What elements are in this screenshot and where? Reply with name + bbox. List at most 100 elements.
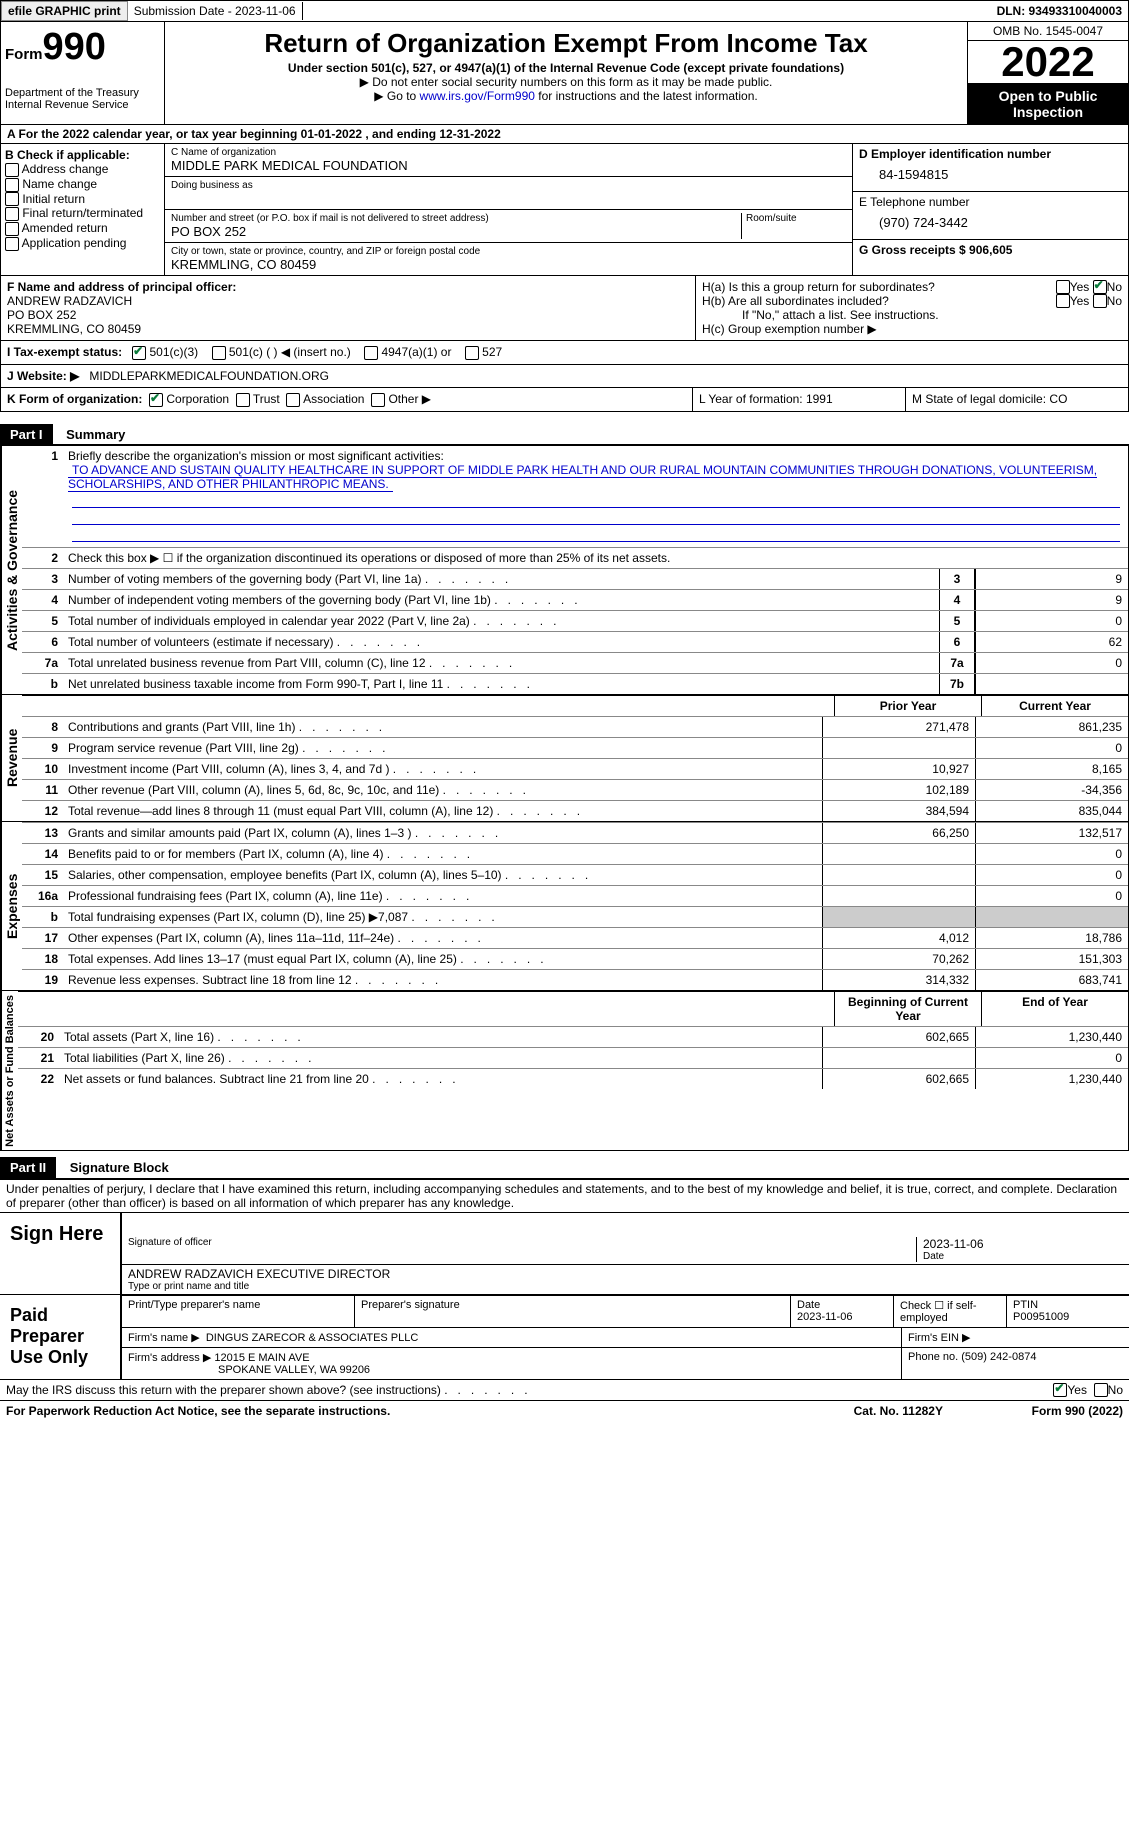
net-vlabel: Net Assets or Fund Balances: [1, 991, 18, 1151]
current-value: 0: [975, 844, 1128, 864]
prior-value: 384,594: [822, 801, 975, 821]
sign-here-label: Sign Here: [0, 1213, 120, 1294]
sig-date: 2023-11-06: [923, 1237, 1123, 1251]
ein-value: 84-1594815: [859, 161, 1122, 188]
header-sub1: Under section 501(c), 527, or 4947(a)(1)…: [171, 61, 961, 75]
current-value: 1,230,440: [975, 1027, 1128, 1047]
b-checkbox[interactable]: [5, 163, 19, 177]
open-public-label: Open to Public Inspection: [968, 83, 1128, 124]
prior-value: 10,927: [822, 759, 975, 779]
line-value: 9: [975, 590, 1128, 610]
perjury-declaration: Under penalties of perjury, I declare th…: [0, 1180, 1129, 1212]
prior-value: [822, 844, 975, 864]
form-header: Form990 Department of the Treasury Inter…: [0, 22, 1129, 125]
line-value: 9: [975, 569, 1128, 589]
current-value: 835,044: [975, 801, 1128, 821]
i-checkbox[interactable]: [132, 346, 146, 360]
prior-value: 102,189: [822, 780, 975, 800]
discuss-no-checkbox[interactable]: [1094, 1383, 1108, 1397]
line-value: 0: [975, 611, 1128, 631]
header-sub2: ▶ Do not enter social security numbers o…: [171, 75, 961, 89]
b-checkbox[interactable]: [5, 237, 19, 251]
line-value: 0: [975, 653, 1128, 673]
state-domicile: M State of legal domicile: CO: [905, 388, 1128, 411]
city-state-zip: KREMMLING, CO 80459: [171, 257, 846, 272]
form-number: 990: [43, 26, 106, 68]
i-checkbox[interactable]: [465, 346, 479, 360]
prior-value: 602,665: [822, 1069, 975, 1089]
discuss-yes-checkbox[interactable]: [1053, 1383, 1067, 1397]
dln-label: DLN: 93493310040003: [991, 2, 1128, 20]
current-value: 683,741: [975, 970, 1128, 990]
current-value: 0: [975, 738, 1128, 758]
line-value: [975, 674, 1128, 694]
current-value: [975, 907, 1128, 927]
prior-value: 602,665: [822, 1027, 975, 1047]
b-checkbox[interactable]: [5, 222, 19, 236]
form-label: Form: [5, 46, 43, 63]
prior-value: 66,250: [822, 823, 975, 843]
form-title: Return of Organization Exempt From Incom…: [171, 28, 961, 59]
street-address: PO BOX 252: [171, 224, 741, 239]
prior-value: [822, 738, 975, 758]
phone-value: (970) 724-3442: [859, 209, 1122, 236]
footer-right: Form 990 (2022): [943, 1404, 1123, 1418]
k-checkbox[interactable]: [286, 393, 300, 407]
footer-catno: Cat. No. 11282Y: [854, 1404, 943, 1418]
row-a-period: A For the 2022 calendar year, or tax yea…: [0, 125, 1129, 144]
footer-left: For Paperwork Reduction Act Notice, see …: [6, 1404, 854, 1418]
current-value: 18,786: [975, 928, 1128, 948]
ha-no-checkbox[interactable]: [1093, 280, 1107, 294]
i-checkbox[interactable]: [364, 346, 378, 360]
prior-value: 70,262: [822, 949, 975, 969]
k-checkbox[interactable]: [371, 393, 385, 407]
firm-name: DINGUS ZARECOR & ASSOCIATES PLLC: [206, 1332, 419, 1344]
current-value: 0: [975, 865, 1128, 885]
i-checkbox[interactable]: [212, 346, 226, 360]
current-value: 8,165: [975, 759, 1128, 779]
irs-link[interactable]: www.irs.gov/Form990: [420, 89, 535, 103]
prior-value: 4,012: [822, 928, 975, 948]
prior-value: [822, 886, 975, 906]
k-checkbox[interactable]: [236, 393, 250, 407]
part1-header: Part I: [0, 424, 53, 445]
b-checkbox[interactable]: [5, 178, 19, 192]
hb-yes-checkbox[interactable]: [1056, 294, 1070, 308]
top-bar: efile GRAPHIC print Submission Date - 20…: [0, 0, 1129, 22]
line-value: 62: [975, 632, 1128, 652]
paid-preparer-label: Paid Preparer Use Only: [0, 1295, 120, 1379]
current-value: 1,230,440: [975, 1069, 1128, 1089]
current-value: -34,356: [975, 780, 1128, 800]
efile-print-button[interactable]: efile GRAPHIC print: [1, 1, 128, 21]
prior-value: [822, 1048, 975, 1068]
current-value: 132,517: [975, 823, 1128, 843]
current-value: 0: [975, 886, 1128, 906]
tax-year: 2022: [968, 41, 1128, 83]
current-value: 151,303: [975, 949, 1128, 969]
year-formation: L Year of formation: 1991: [692, 388, 905, 411]
section-b-checkboxes: B Check if applicable: Address change Na…: [1, 144, 165, 275]
org-name: MIDDLE PARK MEDICAL FOUNDATION: [171, 158, 846, 173]
current-value: 861,235: [975, 717, 1128, 737]
k-checkbox[interactable]: [149, 393, 163, 407]
submission-date: Submission Date - 2023-11-06: [128, 2, 303, 20]
mission-text: TO ADVANCE AND SUSTAIN QUALITY HEALTHCAR…: [68, 463, 1097, 492]
dept-label: Department of the Treasury Internal Reve…: [5, 87, 160, 111]
gov-vlabel: Activities & Governance: [1, 446, 22, 694]
exp-vlabel: Expenses: [1, 822, 22, 990]
b-checkbox[interactable]: [5, 192, 19, 206]
part2-header: Part II: [0, 1157, 56, 1178]
rev-vlabel: Revenue: [1, 695, 22, 821]
ptin-value: P00951009: [1013, 1311, 1069, 1323]
officer-name: ANDREW RADZAVICH: [7, 294, 689, 308]
b-checkbox[interactable]: [5, 207, 19, 221]
hb-no-checkbox[interactable]: [1093, 294, 1107, 308]
officer-name-title: ANDREW RADZAVICH EXECUTIVE DIRECTOR: [128, 1267, 1123, 1281]
prior-value: [822, 907, 975, 927]
website-value: MIDDLEPARKMEDICALFOUNDATION.ORG: [89, 369, 329, 383]
ha-yes-checkbox[interactable]: [1056, 280, 1070, 294]
prior-value: [822, 865, 975, 885]
gross-receipts: G Gross receipts $ 906,605: [859, 243, 1122, 257]
prior-value: 271,478: [822, 717, 975, 737]
firm-phone: Phone no. (509) 242-0874: [902, 1348, 1129, 1379]
